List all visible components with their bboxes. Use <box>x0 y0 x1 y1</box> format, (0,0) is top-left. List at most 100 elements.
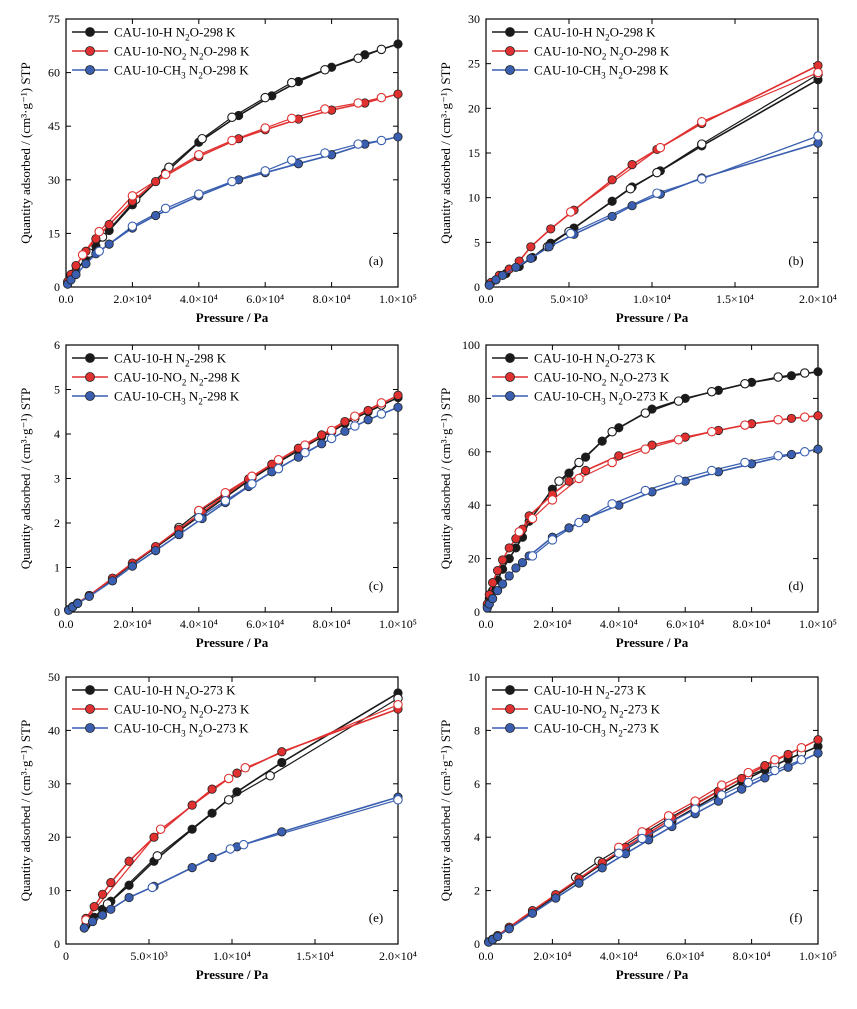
desorption-point <box>376 135 387 146</box>
y-tick-label: 20 <box>48 830 60 844</box>
desorption-point <box>640 444 651 454</box>
y-tick-label: 5 <box>54 383 60 397</box>
legend-marker <box>505 372 515 382</box>
x-tick-label: 5.0×10³ <box>550 292 588 306</box>
desorption-point <box>574 457 584 468</box>
desorption-point <box>265 771 275 781</box>
desorption-point <box>376 44 387 55</box>
legend-label: CAU-10-NO2 N2O-298 K <box>534 44 670 62</box>
adsorption-point <box>614 451 624 461</box>
legend-text-part: -298 K <box>204 370 241 385</box>
desorption-point <box>565 207 576 217</box>
desorption-point <box>194 512 204 523</box>
adsorption-point <box>504 571 514 581</box>
adsorption-point <box>207 784 217 794</box>
desorption-point <box>194 150 204 160</box>
legend-label: CAU-10-H N2O-298 K <box>534 25 656 43</box>
legend-entry: CAU-10-CH3 N2O-298 K <box>72 63 249 81</box>
legend-subscript: 2 <box>602 378 607 388</box>
adsorption-point <box>627 160 637 170</box>
desorption-point <box>697 139 707 149</box>
legend-subscript: 3 <box>181 729 186 739</box>
legend-subscript: 2 <box>618 729 623 739</box>
x-tick-label: 6.0×10⁴ <box>666 949 704 963</box>
desorption-point <box>353 53 363 64</box>
desorption-point <box>514 527 524 537</box>
adsorption-point <box>124 892 134 903</box>
legend-entry: CAU-10-NO2 N2-298 K <box>72 370 241 388</box>
adsorption-point <box>106 877 116 888</box>
desorption-line <box>152 799 399 888</box>
x-tick-label: 8.0×10⁴ <box>313 292 351 306</box>
y-tick-label: 3 <box>54 472 60 486</box>
desorption-point <box>673 396 684 406</box>
legend-text-part: N <box>186 702 199 717</box>
y-tick-label: 25 <box>468 57 480 71</box>
x-tick-label: 4.0×10⁴ <box>600 617 638 631</box>
adsorption-point <box>151 545 161 556</box>
desorption-point <box>716 780 727 790</box>
x-tick-label: 8.0×10⁴ <box>733 949 771 963</box>
legend-text-part: -273 K <box>623 721 660 736</box>
adsorption-point <box>493 931 503 942</box>
y-tick-label: 2 <box>474 884 480 898</box>
legend-text-part: CAU-10-CH <box>114 389 181 404</box>
desorption-point <box>223 795 234 805</box>
legend-subscript: 2 <box>198 397 203 407</box>
legend-entry: CAU-10-H N2O-273 K <box>72 683 236 701</box>
panel-label: (b) <box>788 253 803 268</box>
desorption-point <box>607 499 617 509</box>
legend-text-part: CAU-10-NO <box>114 44 182 59</box>
desorption-point <box>155 824 166 834</box>
legend-text-part: CAU-10-H N <box>114 25 186 40</box>
desorption-point <box>554 476 564 486</box>
legend-label: CAU-10-CH3 N2-273 K <box>534 721 660 739</box>
desorption-point <box>152 851 163 861</box>
legend-label: CAU-10-NO2 N2O-273 K <box>114 702 250 720</box>
y-tick-label: 50 <box>48 670 60 684</box>
legend-label: CAU-10-CH3 N2O-298 K <box>114 63 249 81</box>
x-tick-label: 2.0×10⁴ <box>799 292 837 306</box>
legend-subscript: 2 <box>198 729 203 739</box>
legend-text-part: O-273 K <box>624 370 670 385</box>
legend-text-part: N <box>606 370 619 385</box>
legend-marker <box>85 685 95 695</box>
adsorption-point <box>783 762 793 772</box>
legend-subscript: 2 <box>605 359 610 369</box>
chart-panel-b: 0.0 5.0×10³ 1.0×10⁴ 1.5×10⁴ 2.0×10⁴ 0 5 10 15 20 2… <box>438 12 837 325</box>
adsorption-point <box>760 761 770 771</box>
x-tick-label: 1.0×10⁴ <box>213 949 251 963</box>
legend-entry: CAU-10-CH3 N2O-298 K <box>492 63 669 81</box>
desorption-point <box>376 409 387 419</box>
adsorption-point <box>497 555 508 565</box>
legend-marker <box>85 46 95 56</box>
adsorption-point <box>127 561 137 571</box>
legend-text-part: N <box>186 370 199 385</box>
panel-label: (f) <box>790 910 803 925</box>
y-tick-label: 6 <box>474 777 480 791</box>
series-blue <box>484 131 823 290</box>
legend-text-part: N <box>606 389 619 404</box>
adsorption-point <box>363 415 373 425</box>
desorption-point <box>574 473 584 484</box>
desorption-point <box>273 463 284 474</box>
adsorption-point <box>813 367 823 377</box>
adsorption-point <box>207 852 217 863</box>
desorption-point <box>716 790 727 800</box>
series-blue <box>63 132 403 289</box>
adsorption-point <box>783 749 793 760</box>
y-tick-label: 0 <box>474 280 480 294</box>
y-tick-label: 6 <box>54 338 60 352</box>
adsorption-point <box>124 880 134 890</box>
series-blue <box>484 748 823 947</box>
legend-subscript: 2 <box>618 71 623 81</box>
legend-marker <box>85 65 95 75</box>
x-tick-label: 1.0×10⁵ <box>799 949 837 963</box>
legend-text-part: CAU-10-H N <box>114 351 186 366</box>
x-tick-label: 2.0×10⁴ <box>533 949 571 963</box>
adsorption-point <box>84 591 94 602</box>
legend-text-part: CAU-10-NO <box>534 702 602 717</box>
desorption-point <box>240 763 251 773</box>
desorption-point <box>697 116 707 127</box>
desorption-point <box>353 98 363 108</box>
